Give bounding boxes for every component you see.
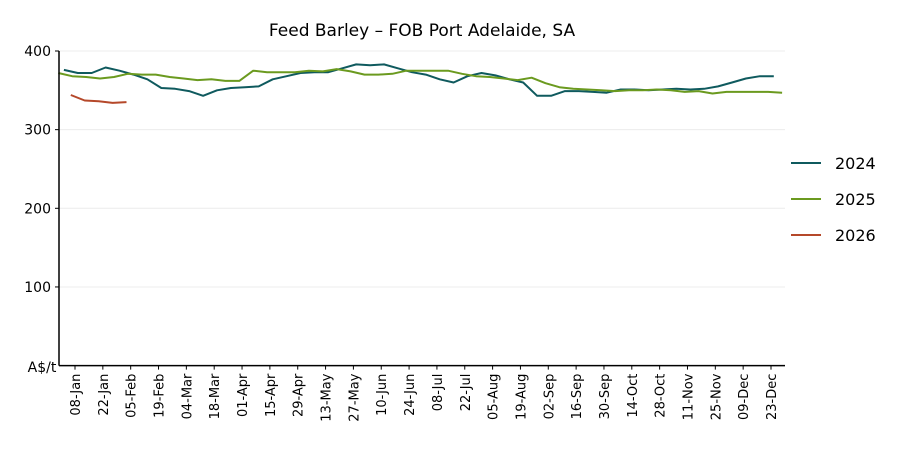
x-tick-label: 08-Jul [431,374,446,412]
x-tick-label: 09-Dec [737,374,752,420]
x-tick-label: 13-May [320,373,335,421]
x-tick-label: 30-Sep [598,374,613,420]
x-tick-label: 18-Mar [208,373,223,419]
series-line-2025 [58,68,783,95]
x-tick-label: 25-Nov [709,373,724,420]
x-tick-label: 04-Mar [180,373,195,419]
x-tick-label: 19-Aug [514,374,529,420]
chart-title: Feed Barley – FOB Port Adelaide, SA [269,21,576,41]
x-tick-label: 24-Jun [403,374,418,416]
x-tick-label: 10-Jun [375,374,390,416]
x-tick-label: 28-Oct [654,374,669,418]
x-tick-label: 15-Apr [264,373,279,417]
series-line-2026 [70,94,127,104]
x-tick-label: 22-Jul [459,374,474,412]
x-tick-label: 16-Sep [570,374,585,420]
x-tick-label: 14-Oct [626,374,641,418]
y-tick-label: 400 [24,44,51,60]
x-tick-label: 22-Jan [97,374,112,416]
x-tick-label: 23-Dec [765,374,780,420]
x-tick-label: 08-Jan [69,374,84,416]
y-axis-label: A$/t [28,360,57,376]
legend-label-2024: 2024 [835,154,876,173]
legend-label-2026: 2026 [835,226,876,245]
y-tick-label: 300 [24,123,51,139]
x-tick-label: 01-Apr [236,373,251,417]
x-tick-label: 19-Feb [153,374,168,418]
y-tick-label: 100 [24,280,51,296]
y-tick-label: 200 [24,201,51,217]
x-tick-label: 11-Nov [681,373,696,420]
legend-label-2025: 2025 [835,190,876,209]
x-tick-label: 02-Sep [542,374,557,420]
x-tick-label: 05-Aug [487,374,502,420]
x-tick-label: 27-May [347,373,362,421]
x-tick-label: 05-Feb [125,374,140,418]
x-tick-label: 29-Apr [292,373,307,417]
